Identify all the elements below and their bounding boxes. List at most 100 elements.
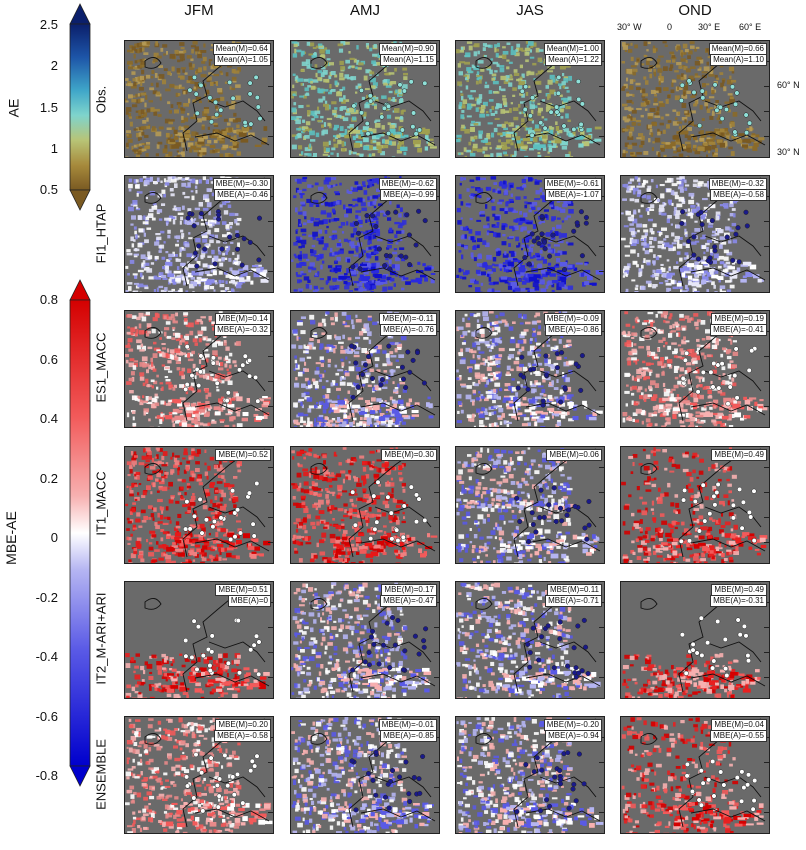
map-pixel [140,81,143,87]
map-pixel [509,236,514,238]
map-pixel [494,264,499,267]
map-pixel [355,237,359,241]
map-pixel [667,94,671,99]
map-pixel [308,42,315,47]
map-pixel [236,217,242,222]
map-pixel [168,257,172,261]
map-pixel [228,145,237,149]
map-pixel [191,49,194,54]
map-pixel [180,75,185,80]
map-pixel [457,81,462,86]
map-pixel [631,142,638,146]
map-pixel [322,219,328,224]
map-pixel [163,352,169,358]
map-pixel [510,142,514,146]
map-pixel [161,256,166,260]
map-pixel [343,41,350,45]
map-pixel [327,399,332,403]
map-pixel [376,211,380,217]
map-pixel [297,133,302,137]
map-pixel [625,288,629,292]
map-pixel [161,343,166,345]
map-pixel [658,55,664,58]
map-pixel [298,288,304,292]
map-pixel [637,253,640,257]
map-pixel [319,347,323,350]
map-pixel [230,288,234,292]
map-pixel [190,382,195,387]
map-pixel [172,320,178,324]
map-pixel [176,357,181,362]
map-pixel [192,390,196,393]
map-pixel [181,236,184,239]
map-pixel [640,114,644,118]
map-pixel [242,265,249,270]
map-pixel [166,348,170,353]
map-pixel [145,378,149,384]
station-marker [236,367,243,373]
station-marker [194,110,200,116]
map-pixel [495,232,501,238]
map-pixel [206,338,212,342]
map-pixel [158,74,165,79]
map-pixel [476,219,482,222]
map-pixel [331,235,335,241]
map-pixel [206,202,212,208]
map-pixel [183,280,188,284]
map-pixel [547,96,550,100]
map-pixel [309,285,312,290]
map-pixel [456,134,462,138]
map-pixel [374,123,381,128]
map-pixel [370,234,375,240]
map-pixel [535,81,540,85]
map-pixel [137,59,140,63]
map-pixel [676,121,683,124]
lat-label: 60° N [777,80,800,90]
map-pixel [654,137,661,143]
map-pixel [219,420,224,423]
map-pixel [400,335,407,341]
map-pixel [656,112,659,116]
map-pixel [561,97,567,101]
map-pixel [504,207,508,211]
map-pixel [195,413,200,418]
map-pixel [175,92,179,97]
map-pixel [183,335,189,341]
map-pixel [213,289,216,292]
map-pixel [342,99,346,103]
map-pixel [335,193,340,196]
map-pixel [634,291,639,292]
map-pixel [629,216,634,222]
map-pixel [498,263,503,269]
map-pixel [225,228,230,231]
map-pixel [466,188,470,192]
map-pixel [187,386,193,391]
map-pixel [202,235,208,239]
ae-colorbar-title: AE [5,98,22,118]
map-pixel [293,289,298,292]
map-pixel [136,345,142,350]
map-pixel [387,97,392,101]
mbe-tick: 0 [50,530,58,545]
map-pixel [293,368,296,371]
map-pixel [729,98,735,104]
map-pixel [497,201,503,205]
map-pixel [201,355,207,360]
map-pixel [410,279,419,283]
map-pixel [165,415,173,420]
map-pixel [732,260,738,264]
map-pixel [310,423,314,427]
station-marker [355,230,362,236]
europe-map [291,176,436,292]
map-pixel [502,51,509,55]
map-pixel [174,399,182,404]
map-pixel [706,108,711,113]
map-pixel [206,273,213,277]
map-pixel [462,271,469,276]
map-pixel [190,403,197,407]
map-pixel [297,279,301,284]
map-pixel [345,276,350,279]
map-pixel [723,86,727,92]
map-pixel [136,48,140,54]
map-pixel [218,279,222,284]
